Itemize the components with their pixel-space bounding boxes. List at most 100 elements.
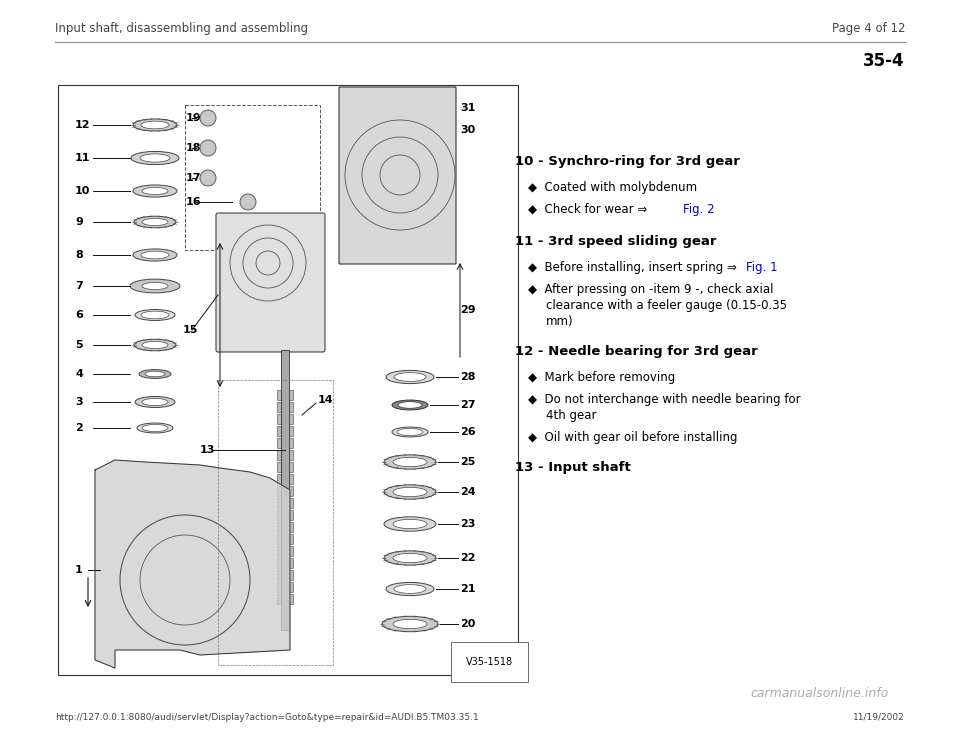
Text: Fig. 1: Fig. 1 [746,261,778,274]
Bar [277,594,293,604]
Text: ◆  Coated with molybdenum: ◆ Coated with molybdenum [528,181,697,194]
Ellipse shape [393,620,427,628]
Bar [277,522,293,532]
Bar [277,570,293,580]
Bar [277,558,293,568]
Ellipse shape [397,428,423,436]
Text: 9: 9 [75,217,83,227]
Ellipse shape [139,370,171,378]
Bar [58,85,518,675]
Bar [277,486,293,496]
Ellipse shape [384,485,436,499]
Text: 11 - 3rd speed sliding gear: 11 - 3rd speed sliding gear [515,235,716,248]
Ellipse shape [141,121,169,129]
Text: 17: 17 [186,173,202,183]
Text: 4: 4 [75,369,83,379]
Ellipse shape [382,617,438,631]
FancyBboxPatch shape [339,87,456,264]
Text: 2: 2 [75,423,83,433]
Bar [277,414,293,424]
Ellipse shape [384,455,436,469]
Ellipse shape [142,188,168,194]
Ellipse shape [398,401,422,408]
Text: 12: 12 [75,120,90,130]
Ellipse shape [134,339,176,351]
Text: 19: 19 [186,113,202,123]
Text: 23: 23 [460,519,475,529]
Bar [277,426,293,436]
Text: ◆  Before installing, insert spring ⇒: ◆ Before installing, insert spring ⇒ [528,261,740,274]
Bar [277,438,293,448]
Circle shape [200,170,216,186]
Text: 16: 16 [186,197,202,207]
Text: 18: 18 [186,143,202,153]
Text: 1: 1 [75,565,83,575]
Text: 27: 27 [460,400,475,410]
Ellipse shape [133,249,177,261]
Polygon shape [95,460,290,668]
Text: 12 - Needle bearing for 3rd gear: 12 - Needle bearing for 3rd gear [515,345,757,358]
Ellipse shape [133,119,177,131]
Bar [277,546,293,556]
Ellipse shape [135,396,175,407]
Text: 5: 5 [75,340,83,350]
Ellipse shape [394,585,426,594]
Text: V35-1518: V35-1518 [466,657,513,667]
FancyBboxPatch shape [216,213,325,352]
Text: 7: 7 [75,281,83,291]
Ellipse shape [137,423,173,433]
Text: 6: 6 [75,310,83,320]
Text: 21: 21 [460,584,475,594]
Bar [277,510,293,520]
Ellipse shape [386,582,434,596]
Text: 20: 20 [460,619,475,629]
Ellipse shape [384,551,436,565]
Ellipse shape [142,398,168,406]
Text: 11/19/2002: 11/19/2002 [853,713,905,722]
Ellipse shape [384,517,436,531]
Bar [277,534,293,544]
Text: 10 - Synchro-ring for 3rd gear: 10 - Synchro-ring for 3rd gear [515,155,740,168]
Text: 4th gear: 4th gear [546,409,596,422]
Ellipse shape [142,283,168,289]
Bar [277,474,293,484]
Bar [277,390,293,400]
Text: Fig. 2: Fig. 2 [683,203,714,216]
Ellipse shape [393,519,427,528]
Text: ◆  After pressing on -item 9 -, check axial: ◆ After pressing on -item 9 -, check axi… [528,283,774,296]
Ellipse shape [142,218,168,226]
Circle shape [200,110,216,126]
Text: clearance with a feeler gauge (0.15-0.35: clearance with a feeler gauge (0.15-0.35 [546,299,787,312]
Ellipse shape [130,279,180,293]
Bar [277,450,293,460]
Text: mm): mm) [546,315,574,328]
Ellipse shape [145,371,165,377]
Text: 14: 14 [318,395,334,405]
Ellipse shape [393,457,427,467]
Text: 11: 11 [75,153,90,163]
Text: http://127.0.0.1:8080/audi/servlet/Display?action=Goto&type=repair&id=AUDI.B5.TM: http://127.0.0.1:8080/audi/servlet/Displ… [55,713,479,722]
Bar [277,498,293,508]
Text: 24: 24 [460,487,475,497]
Ellipse shape [131,151,179,165]
Ellipse shape [140,154,170,162]
Text: 31: 31 [460,103,475,113]
Ellipse shape [135,309,175,321]
Text: 26: 26 [460,427,475,437]
Text: ◆  Check for wear ⇒: ◆ Check for wear ⇒ [528,203,651,216]
Bar [277,582,293,592]
Text: 25: 25 [460,457,475,467]
Circle shape [200,140,216,156]
Ellipse shape [142,341,168,349]
Ellipse shape [392,400,428,410]
Ellipse shape [393,554,427,562]
Bar [277,402,293,412]
Text: 28: 28 [460,372,475,382]
Ellipse shape [393,487,427,496]
Ellipse shape [141,311,169,319]
Text: ◆  Mark before removing: ◆ Mark before removing [528,371,675,384]
Ellipse shape [386,370,434,384]
Text: 30: 30 [460,125,475,135]
Bar [185,105,320,250]
Ellipse shape [392,427,428,437]
